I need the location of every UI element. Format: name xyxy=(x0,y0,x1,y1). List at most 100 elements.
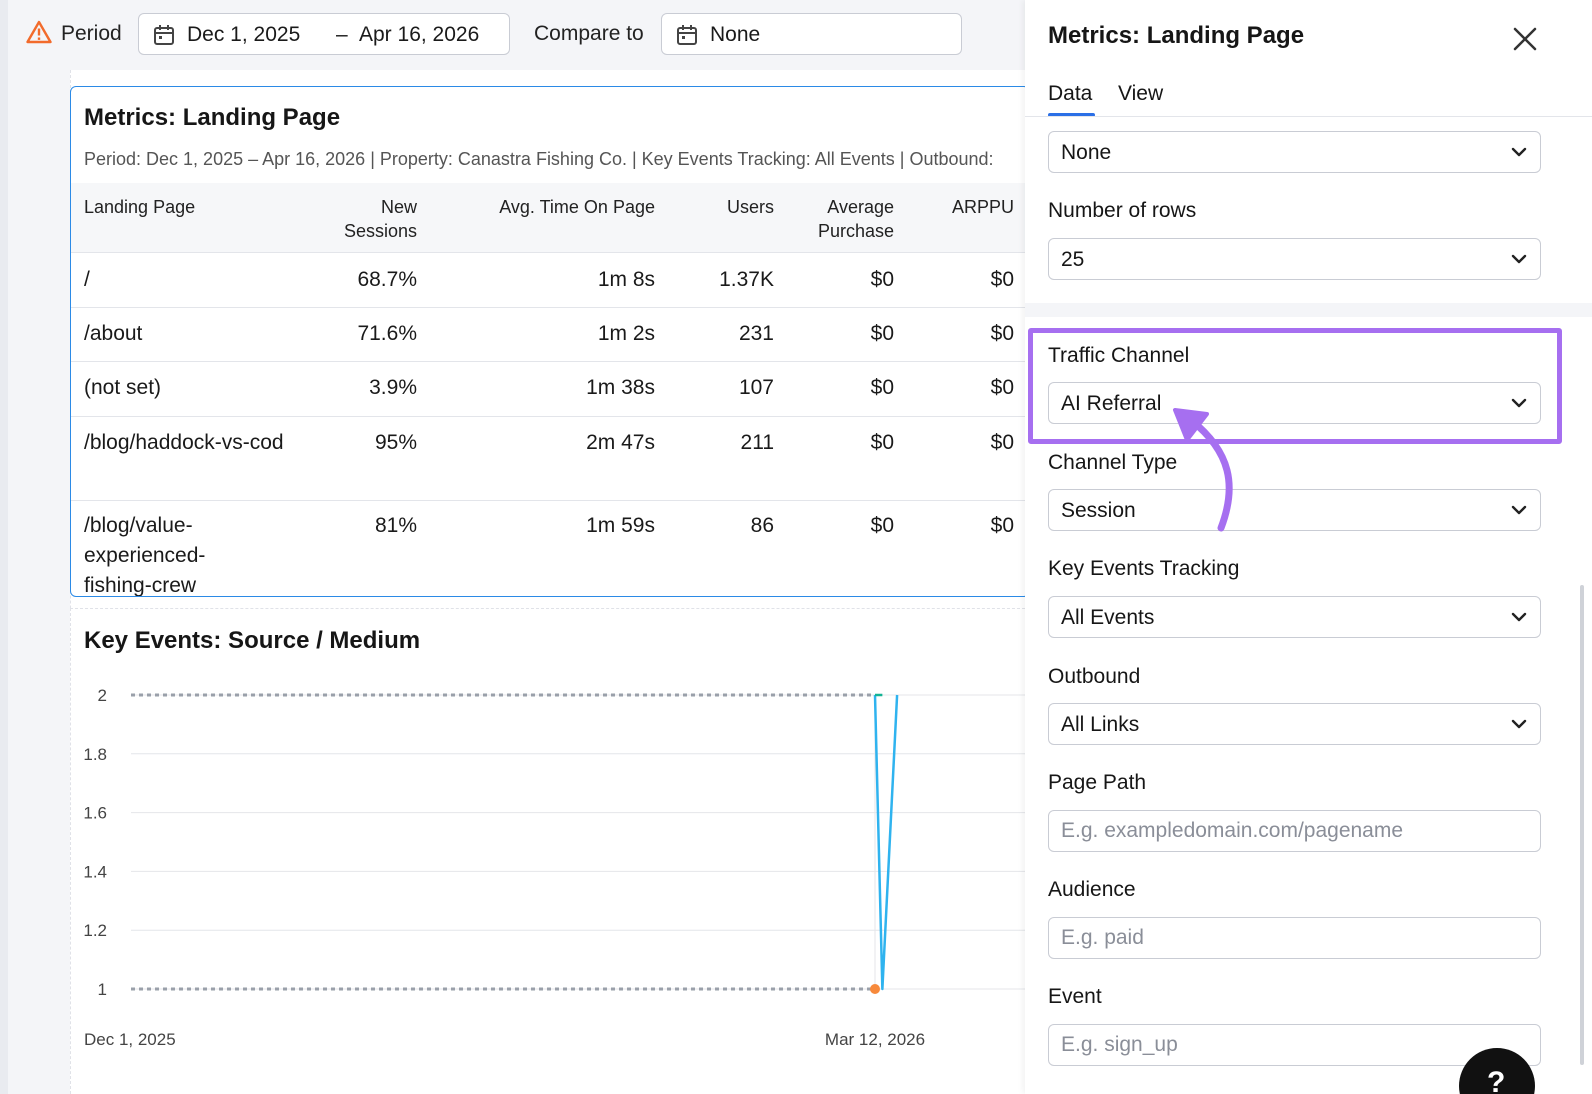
period-toolbar: Period Dec 1, 2025 – Apr 16, 2026 Compar… xyxy=(8,0,1048,70)
chevron-down-icon xyxy=(1511,147,1527,157)
y-tick-label: 1.8 xyxy=(83,745,107,764)
cell-new-sessions: 3.9% xyxy=(369,376,417,399)
cell-new-sessions: 95% xyxy=(374,431,417,454)
left-edge xyxy=(0,0,8,1094)
column-header-avg-time[interactable]: Avg. Time On Page xyxy=(499,197,655,217)
tab-view[interactable]: View xyxy=(1118,82,1164,105)
compare-value: None xyxy=(710,23,761,46)
column-header-landing-page[interactable]: Landing Page xyxy=(84,197,196,217)
cell-landing-page: /blog/haddock-vs-cod xyxy=(84,431,284,454)
panel-title: Metrics: Landing Page xyxy=(1048,22,1305,49)
cell-landing-page: /blog/value-experienced-fishing-crew xyxy=(84,514,206,597)
y-tick-label: 1.6 xyxy=(83,804,107,823)
table-row[interactable]: /blog/value-experienced-fishing-crew 81%… xyxy=(71,501,1029,597)
column-header-arppu[interactable]: ARPPU xyxy=(951,197,1014,217)
tab-data[interactable]: Data xyxy=(1048,82,1093,105)
series-line xyxy=(873,694,899,991)
column-header-users[interactable]: Users xyxy=(726,197,774,217)
audience-input[interactable] xyxy=(1048,917,1541,959)
cell-users: 231 xyxy=(738,322,774,345)
cell-arppu: $0 xyxy=(990,514,1014,537)
cell-arppu: $0 xyxy=(990,431,1014,454)
select-value: 25 xyxy=(1061,248,1085,271)
cell-new-sessions: 71.6% xyxy=(357,322,417,345)
y-tick-label: 1.4 xyxy=(83,862,107,881)
traffic-channel-label: Traffic Channel xyxy=(1048,344,1190,367)
panel-scrollbar[interactable] xyxy=(1580,585,1584,1065)
table-header: Landing Page New Sessions Avg. Time On P… xyxy=(71,183,1029,253)
outbound-label: Outbound xyxy=(1048,665,1141,688)
event-input[interactable] xyxy=(1048,1024,1541,1066)
page-path-label: Page Path xyxy=(1048,771,1147,794)
data-point xyxy=(870,984,880,994)
number-of-rows-select[interactable]: 25 xyxy=(1048,238,1541,280)
audience-label: Audience xyxy=(1048,878,1136,901)
outbound-select[interactable]: All Links xyxy=(1048,703,1541,745)
key-events-chart-widget[interactable]: Key Events: Source / Medium 1 1.2 1.4 1.6 1.… xyxy=(70,608,1030,1094)
cell-landing-page: (not set) xyxy=(84,376,162,399)
cell-arppu: $0 xyxy=(990,268,1014,291)
first-select[interactable]: None xyxy=(1048,131,1541,173)
key-events-tracking-select[interactable]: All Events xyxy=(1048,596,1541,638)
select-value: None xyxy=(1061,141,1112,164)
date-start: Dec 1, 2025 xyxy=(187,23,301,46)
table-row[interactable]: (not set) 3.9% 1m 38s 107 $0 $0 xyxy=(71,362,1029,417)
cell-arppu: $0 xyxy=(990,322,1014,345)
compare-to-picker[interactable]: None xyxy=(661,13,962,55)
select-value: AI Referral xyxy=(1061,392,1162,415)
cell-arppu: $0 xyxy=(990,376,1014,399)
period-label: Period xyxy=(61,22,122,45)
active-tab-indicator xyxy=(1048,113,1095,117)
cell-users: 107 xyxy=(738,376,774,399)
chevron-down-icon xyxy=(1511,398,1527,408)
line-chart: 1 1.2 1.4 1.6 1.8 2 Dec 1, 2025 Mar 12, 2026 xyxy=(83,686,1026,1049)
chevron-down-icon xyxy=(1511,505,1527,515)
cell-users: 1.37K xyxy=(719,268,774,291)
calendar-icon xyxy=(154,25,174,45)
y-tick-label: 1 xyxy=(98,980,107,999)
settings-panel: Metrics: Landing Page Data View None Num… xyxy=(1025,0,1592,1094)
date-range-picker[interactable]: Dec 1, 2025 – Apr 16, 2026 xyxy=(138,13,510,55)
landing-page-table-widget[interactable]: Metrics: Landing Page Period: Dec 1, 202… xyxy=(70,86,1030,597)
warning-triangle-icon[interactable] xyxy=(26,20,52,44)
x-tick-label: Mar 12, 2026 xyxy=(825,1030,925,1049)
cell-avg-time: 2m 47s xyxy=(586,431,655,454)
compare-label: Compare to xyxy=(534,22,644,45)
select-value: Session xyxy=(1061,499,1136,522)
column-header-new-sessions[interactable]: New Sessions xyxy=(343,197,417,241)
key-events-tracking-label: Key Events Tracking xyxy=(1048,557,1240,580)
table-row[interactable]: / 68.7% 1m 8s 1.37K $0 $0 xyxy=(71,253,1029,308)
y-tick-label: 2 xyxy=(98,686,107,705)
close-icon[interactable] xyxy=(1510,24,1540,54)
channel-type-select[interactable]: Session xyxy=(1048,489,1541,531)
date-end: Apr 16, 2026 xyxy=(359,23,480,46)
channel-type-label: Channel Type xyxy=(1048,451,1178,474)
cell-avg-time: 1m 38s xyxy=(586,376,655,399)
calendar-icon xyxy=(677,25,697,45)
cell-landing-page: /about xyxy=(84,322,143,345)
cell-avg-time: 1m 8s xyxy=(597,268,655,291)
cell-landing-page: / xyxy=(84,268,90,291)
cell-average-purchase: $0 xyxy=(870,514,894,537)
column-header-average-purchase[interactable]: Average Purchase xyxy=(817,197,894,241)
y-tick-label: 1.2 xyxy=(83,921,107,940)
chart-title: Key Events: Source / Medium xyxy=(84,627,421,654)
cell-avg-time: 1m 59s xyxy=(586,514,655,537)
chevron-down-icon xyxy=(1511,719,1527,729)
table-row[interactable]: /about 71.6% 1m 2s 231 $0 $0 xyxy=(71,308,1029,362)
select-value: All Links xyxy=(1061,713,1140,736)
help-icon: ? xyxy=(1487,1066,1506,1094)
x-tick-label: Dec 1, 2025 xyxy=(84,1030,176,1049)
page-path-input[interactable] xyxy=(1048,810,1541,852)
cell-average-purchase: $0 xyxy=(870,376,894,399)
cell-users: 86 xyxy=(750,514,774,537)
event-label: Event xyxy=(1048,985,1102,1008)
cell-avg-time: 1m 2s xyxy=(597,322,655,345)
table-row[interactable]: /blog/haddock-vs-cod 95% 2m 47s 211 $0 $… xyxy=(71,417,1029,501)
chevron-down-icon xyxy=(1511,612,1527,622)
widget-title: Metrics: Landing Page xyxy=(84,104,341,131)
chevron-down-icon xyxy=(1511,254,1527,264)
traffic-channel-select[interactable]: AI Referral xyxy=(1048,382,1541,424)
tab-divider xyxy=(1025,116,1592,117)
cell-average-purchase: $0 xyxy=(870,431,894,454)
